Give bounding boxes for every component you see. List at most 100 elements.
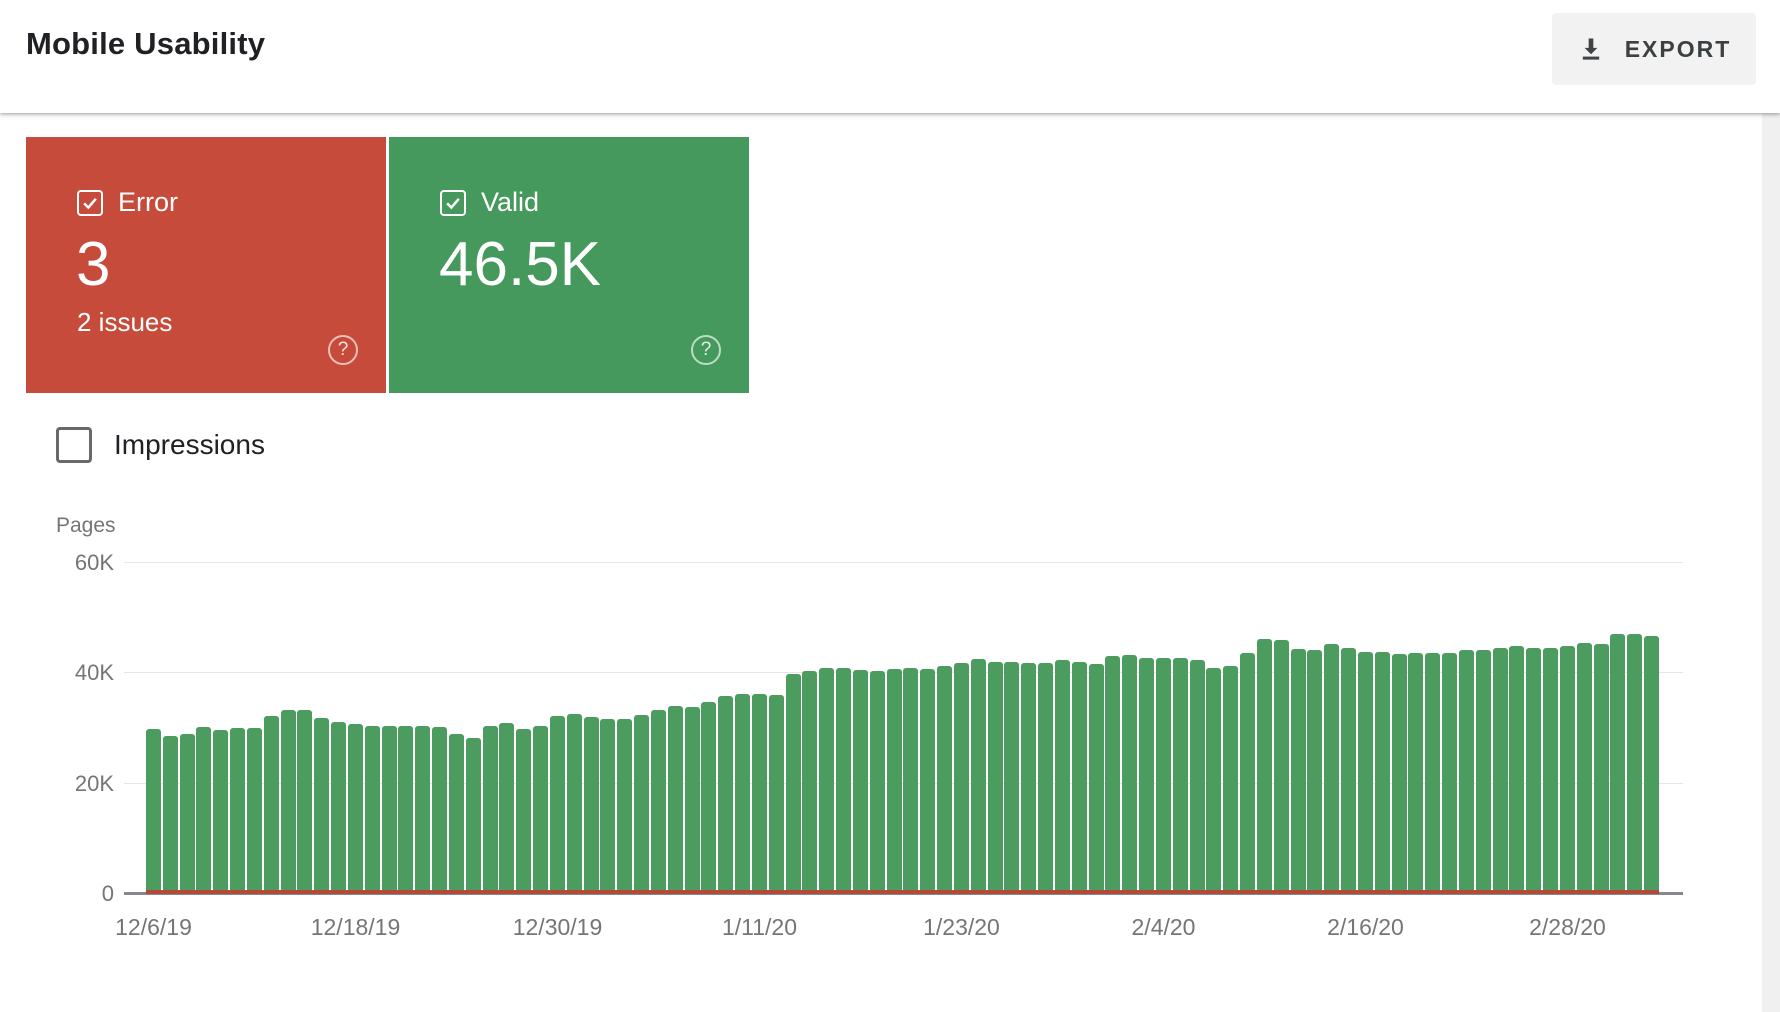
- bar-valid-2/8/20[interactable]: [1223, 666, 1239, 893]
- valid-help-icon[interactable]: ?: [691, 335, 721, 365]
- bar-valid-12/31/19[interactable]: [566, 713, 582, 893]
- bar-valid-3/2/20[interactable]: [1610, 634, 1626, 893]
- bar-valid-2/3/20[interactable]: [1139, 658, 1155, 893]
- bar-valid-12/14/19[interactable]: [280, 709, 296, 893]
- bar-valid-2/20/20[interactable]: [1425, 653, 1441, 893]
- bar-valid-2/1/20[interactable]: [1105, 655, 1121, 893]
- export-button[interactable]: EXPORT: [1552, 13, 1756, 85]
- bar-valid-2/10/20[interactable]: [1256, 639, 1272, 893]
- bar-valid-12/26/19[interactable]: [482, 725, 498, 893]
- bar-valid-2/24/20[interactable]: [1492, 648, 1508, 893]
- bar-valid-12/8/19[interactable]: [179, 733, 195, 893]
- bar-valid-1/26/20[interactable]: [1004, 662, 1020, 893]
- bar-valid-1/18/20[interactable]: [869, 670, 885, 893]
- bar-valid-12/12/19[interactable]: [246, 727, 262, 893]
- bar-valid-2/5/20[interactable]: [1172, 658, 1188, 893]
- bar-valid-2/7/20[interactable]: [1206, 668, 1222, 893]
- bar-valid-2/2/20[interactable]: [1122, 655, 1138, 893]
- bar-valid-1/1/20[interactable]: [583, 716, 599, 893]
- scrollbar-track[interactable]: [1762, 113, 1780, 1012]
- bar-valid-2/22/20[interactable]: [1458, 649, 1474, 893]
- bar-valid-12/30/19[interactable]: [549, 715, 565, 893]
- bar-valid-2/25/20[interactable]: [1509, 646, 1525, 893]
- bar-valid-12/23/19[interactable]: [432, 726, 448, 893]
- error-card[interactable]: Error 3 2 issues ?: [26, 137, 386, 393]
- bar-valid-2/23/20[interactable]: [1475, 649, 1491, 893]
- bar-valid-1/3/20[interactable]: [617, 718, 633, 893]
- bar-valid-12/7/19[interactable]: [162, 736, 178, 893]
- bar-valid-2/27/20[interactable]: [1543, 648, 1559, 893]
- bar-valid-2/15/20[interactable]: [1341, 648, 1357, 893]
- bar-valid-2/12/20[interactable]: [1290, 649, 1306, 893]
- bar-valid-1/4/20[interactable]: [634, 715, 650, 893]
- impressions-toggle[interactable]: Impressions: [56, 427, 265, 463]
- bar-valid-2/17/20[interactable]: [1374, 651, 1390, 893]
- bar-valid-1/15/20[interactable]: [819, 667, 835, 893]
- bar-valid-1/19/20[interactable]: [886, 669, 902, 893]
- bar-valid-2/21/20[interactable]: [1442, 653, 1458, 893]
- bar-valid-2/26/20[interactable]: [1526, 648, 1542, 893]
- error-help-icon[interactable]: ?: [328, 335, 358, 365]
- bar-valid-12/13/19[interactable]: [263, 715, 279, 893]
- bar-valid-1/20/20[interactable]: [903, 668, 919, 893]
- valid-checkbox[interactable]: [440, 189, 466, 216]
- bar-valid-1/29/20[interactable]: [1054, 659, 1070, 893]
- bar-valid-12/11/19[interactable]: [230, 727, 246, 893]
- bar-valid-2/28/20[interactable]: [1559, 646, 1575, 893]
- bar-valid-1/14/20[interactable]: [802, 670, 818, 893]
- bar-valid-12/24/19[interactable]: [448, 734, 464, 893]
- bar-valid-2/6/20[interactable]: [1189, 659, 1205, 893]
- bar-valid-1/7/20[interactable]: [684, 706, 700, 893]
- bar-valid-1/12/20[interactable]: [768, 694, 784, 893]
- impressions-checkbox[interactable]: [56, 427, 92, 463]
- bar-valid-1/21/20[interactable]: [920, 669, 936, 893]
- bar-valid-2/18/20[interactable]: [1391, 654, 1407, 893]
- bar-valid-12/10/19[interactable]: [213, 730, 229, 893]
- bar-valid-2/11/20[interactable]: [1273, 639, 1289, 893]
- bar-valid-1/31/20[interactable]: [1088, 664, 1104, 893]
- bar-valid-1/9/20[interactable]: [718, 695, 734, 893]
- error-series-line[interactable]: [146, 890, 1660, 894]
- bar-valid-2/16/20[interactable]: [1357, 651, 1373, 893]
- bar-valid-2/9/20[interactable]: [1240, 652, 1256, 893]
- bar-valid-12/27/19[interactable]: [499, 722, 515, 893]
- bar-valid-12/22/19[interactable]: [415, 726, 431, 893]
- bar-valid-1/28/20[interactable]: [1038, 662, 1054, 893]
- bar-valid-12/19/19[interactable]: [364, 725, 380, 893]
- bar-valid-1/30/20[interactable]: [1071, 662, 1087, 893]
- bar-valid-12/20/19[interactable]: [381, 725, 397, 893]
- bar-valid-3/1/20[interactable]: [1593, 643, 1609, 893]
- bar-valid-2/4/20[interactable]: [1155, 658, 1171, 893]
- bar-valid-12/16/19[interactable]: [314, 718, 330, 893]
- bar-valid-1/11/20[interactable]: [751, 694, 767, 893]
- bar-valid-12/28/19[interactable]: [516, 728, 532, 893]
- bar-valid-2/19/20[interactable]: [1408, 653, 1424, 893]
- bar-valid-12/17/19[interactable]: [331, 722, 347, 893]
- bar-valid-3/3/20[interactable]: [1627, 633, 1643, 893]
- bar-valid-12/6/19[interactable]: [146, 728, 161, 893]
- bar-valid-1/2/20[interactable]: [600, 718, 616, 893]
- bar-valid-1/23/20[interactable]: [953, 662, 969, 893]
- bar-valid-1/27/20[interactable]: [1021, 663, 1037, 893]
- bar-valid-3/4/20[interactable]: [1644, 636, 1660, 893]
- bar-valid-1/6/20[interactable]: [667, 706, 683, 893]
- valid-card[interactable]: Valid 46.5K ?: [389, 137, 749, 393]
- bar-valid-1/22/20[interactable]: [937, 665, 953, 893]
- bar-valid-2/14/20[interactable]: [1324, 644, 1340, 893]
- bar-valid-2/29/20[interactable]: [1576, 643, 1592, 893]
- bar-valid-12/15/19[interactable]: [297, 710, 313, 893]
- bar-valid-2/13/20[interactable]: [1307, 649, 1323, 893]
- error-checkbox[interactable]: [77, 189, 103, 216]
- bar-valid-1/5/20[interactable]: [650, 709, 666, 893]
- bar-valid-1/10/20[interactable]: [735, 693, 751, 893]
- bar-valid-1/24/20[interactable]: [970, 659, 986, 893]
- bar-valid-12/18/19[interactable]: [347, 723, 363, 893]
- bar-valid-1/17/20[interactable]: [852, 669, 868, 893]
- bar-valid-12/25/19[interactable]: [465, 738, 481, 893]
- bar-valid-12/9/19[interactable]: [196, 727, 212, 893]
- bar-valid-1/25/20[interactable]: [987, 661, 1003, 893]
- bar-valid-1/13/20[interactable]: [785, 674, 801, 893]
- bar-valid-12/21/19[interactable]: [398, 726, 414, 893]
- bar-valid-12/29/19[interactable]: [533, 726, 549, 893]
- bar-valid-1/16/20[interactable]: [836, 668, 852, 893]
